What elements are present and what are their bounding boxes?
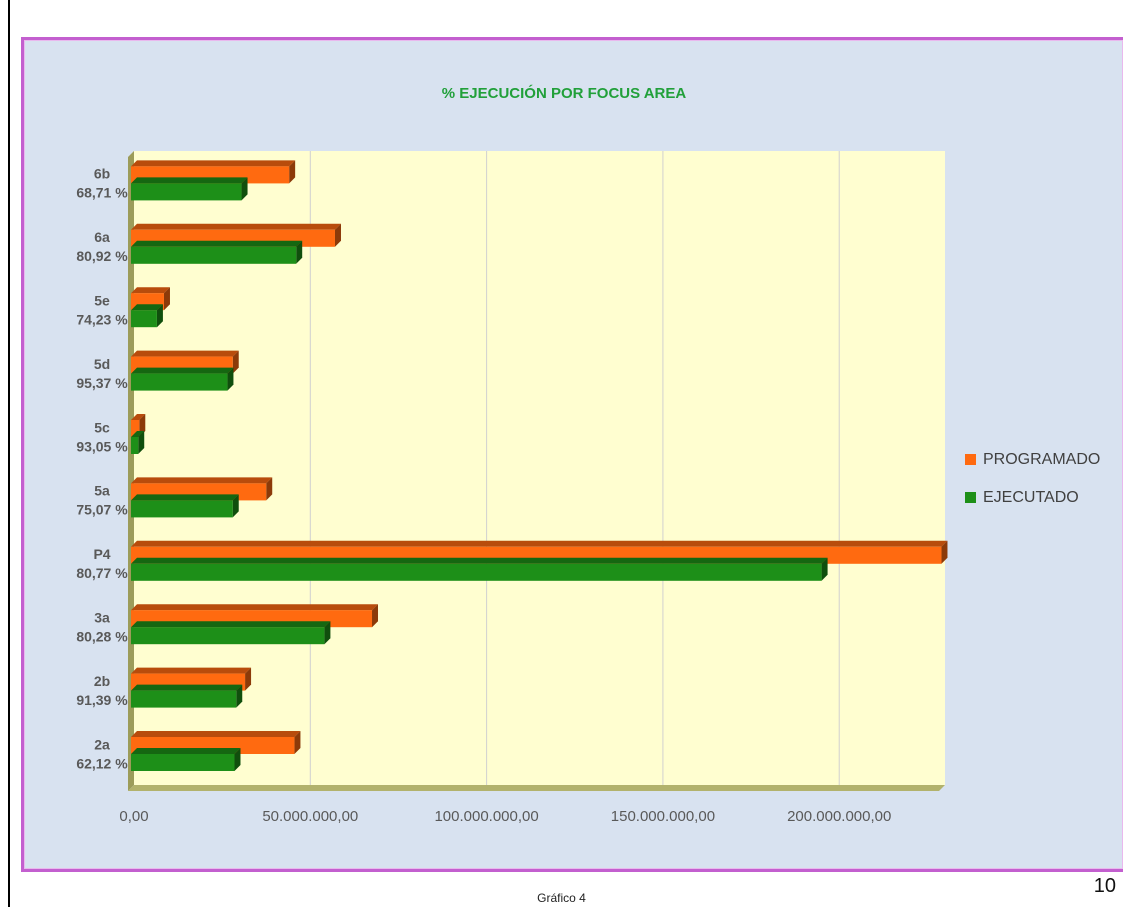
bar-programado-6b-top <box>131 160 296 167</box>
bar-programado-3a-top <box>131 604 379 611</box>
legend-swatch-ejecutado <box>965 492 976 503</box>
bar-ejecutado-3a-face <box>131 627 325 645</box>
bar-ejecutado-2b <box>131 684 243 708</box>
bar-ejecutado-5e-top <box>131 304 163 311</box>
bar-ejecutado-5d-side <box>227 367 234 391</box>
x-tick-label: 50.000.000,00 <box>262 808 358 825</box>
bar-ejecutado-5a-side <box>232 494 239 518</box>
category-percentage-label: 93,05 % <box>76 438 128 454</box>
bar-programado-5a-top <box>131 477 273 484</box>
category-label: P4 <box>93 546 110 562</box>
bar-ejecutado-5c-face <box>131 437 139 454</box>
bar-ejecutado-5d-face <box>131 373 228 391</box>
bar-programado-5e-side <box>163 287 170 311</box>
bar-programado-3a-side <box>372 604 379 628</box>
category-label: 5d <box>94 356 110 372</box>
category-label: 6b <box>94 166 110 182</box>
category-percentage-label: 80,77 % <box>76 565 128 581</box>
bar-ejecutado-6a-face <box>131 246 297 264</box>
legend-swatch-programado <box>965 454 976 465</box>
bar-ejecutado-6b-side <box>241 177 248 201</box>
page-number: 10 <box>1093 875 1116 897</box>
bar-ejecutado-3a-side <box>324 621 331 645</box>
bar-programado-2b-top <box>131 667 252 674</box>
category-label: 3a <box>94 610 110 626</box>
bar-programado-6b-side <box>289 160 296 184</box>
bar-ejecutado-2a-side <box>234 748 241 771</box>
bar-programado-5d-side <box>232 350 239 374</box>
bar-programado-6a-top <box>131 223 341 230</box>
chart-frame: 2a 62,12 % 2b 91,39 % 3a 80,28 % P4 80,77 % 5a 75… <box>21 37 1123 872</box>
category-percentage-label: 95,37 % <box>76 375 128 391</box>
page-left-rule <box>8 0 10 907</box>
bar-programado-6a-side <box>334 223 341 247</box>
category-percentage-label: 62,12 % <box>76 755 128 771</box>
bar-programado-2a-top <box>131 731 301 737</box>
bar-ejecutado-5d <box>131 367 234 391</box>
bar-ejecutado-p4 <box>131 557 828 581</box>
bar-ejecutado-5c <box>131 431 145 454</box>
bar-ejecutado-5e-side <box>156 304 163 328</box>
bar-programado-5c-face <box>131 420 140 437</box>
x-tick-label: 150.000.000,00 <box>611 808 715 825</box>
bar-ejecutado-p4-face <box>131 563 822 581</box>
bar-ejecutado-2b-side <box>236 684 243 708</box>
category-label: 2b <box>94 673 110 689</box>
bar-ejecutado-5d-top <box>131 367 234 374</box>
x-tick-label: 0,00 <box>119 808 148 825</box>
bar-ejecutado-2a <box>131 748 241 771</box>
category-percentage-label: 68,71 % <box>76 185 128 201</box>
bar-ejecutado-2b-face <box>131 690 237 708</box>
bar-ejecutado-6b-top <box>131 177 248 184</box>
bar-ejecutado-5c-side <box>138 431 145 454</box>
category-label: 5e <box>94 293 110 309</box>
bar-ejecutado-p4-top <box>131 557 828 564</box>
bar-ejecutado-6b-face <box>131 183 242 201</box>
category-label: 2a <box>94 736 110 752</box>
legend-label-programado: PROGRAMADO <box>983 451 1100 468</box>
bar-ejecutado-p4-side <box>821 557 828 581</box>
bar-chart: 2a 62,12 % 2b 91,39 % 3a 80,28 % P4 80,77 % 5a 75… <box>76 84 1100 825</box>
bar-ejecutado-5e <box>131 304 163 328</box>
plot-area: 2a 62,12 % 2b 91,39 % 3a 80,28 % P4 80,77 % 5a 75… <box>76 151 948 825</box>
category-percentage-label: 80,28 % <box>76 629 128 645</box>
bar-ejecutado-2b-top <box>131 684 243 691</box>
figure-caption: Gráfico 4 <box>537 891 586 905</box>
bar-programado-p4-top <box>131 540 948 547</box>
bar-ejecutado-3a <box>131 621 331 645</box>
plot-floor <box>128 785 945 791</box>
bar-ejecutado-5e-face <box>131 310 157 328</box>
x-tick-label: 100.000.000,00 <box>434 808 538 825</box>
x-tick-label: 200.000.000,00 <box>787 808 891 825</box>
bar-ejecutado-6a-top <box>131 240 303 247</box>
bar-programado-5c-top <box>131 414 146 420</box>
bar-ejecutado-6a-side <box>296 240 303 264</box>
bar-ejecutado-5a <box>131 494 239 518</box>
category-percentage-label: 80,92 % <box>76 248 128 264</box>
category-percentage-label: 91,39 % <box>76 692 128 708</box>
legend-label-ejecutado: EJECUTADO <box>983 489 1079 506</box>
bar-ejecutado-6a <box>131 240 303 264</box>
bar-programado-5d-top <box>131 350 239 357</box>
category-label: 5c <box>94 419 110 435</box>
category-percentage-label: 75,07 % <box>76 502 128 518</box>
bar-programado-2b-side <box>245 667 252 691</box>
bar-programado-5a-side <box>266 477 273 501</box>
bar-programado-5e-top <box>131 287 170 294</box>
bar-ejecutado-5c-top <box>131 431 145 437</box>
bar-programado-2a-side <box>294 731 301 754</box>
bar-ejecutado-5a-top <box>131 494 239 501</box>
bar-ejecutado-5a-face <box>131 500 233 518</box>
category-label: 5a <box>94 483 110 499</box>
bar-programado-p4-side <box>941 540 948 564</box>
category-label: 6a <box>94 229 110 245</box>
bar-ejecutado-2a-top <box>131 748 241 754</box>
category-percentage-label: 74,23 % <box>76 312 128 328</box>
bar-ejecutado-6b <box>131 177 248 201</box>
bar-ejecutado-2a-face <box>131 754 235 771</box>
bar-ejecutado-3a-top <box>131 621 331 628</box>
chart-title: % EJECUCIÓN POR FOCUS AREA <box>442 84 687 102</box>
legend: PROGRAMADO EJECUTADO <box>965 451 1100 506</box>
